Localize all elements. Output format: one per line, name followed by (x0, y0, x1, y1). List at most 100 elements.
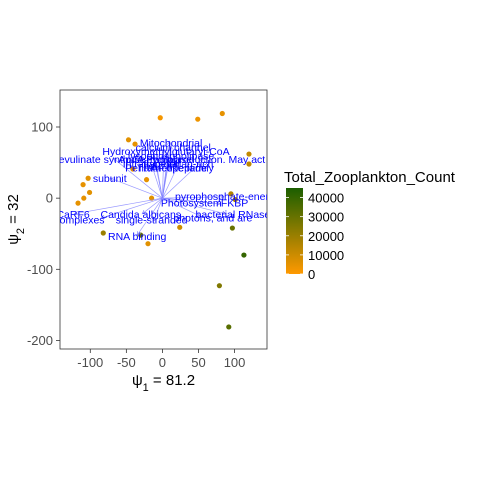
data-point (130, 166, 136, 172)
vector-label: RNA binding (108, 231, 167, 243)
legend-tick-label: 40000 (308, 191, 344, 206)
vector-arrowhead (165, 164, 170, 170)
vector-arrowhead (150, 163, 155, 169)
vector-label: aminolevulinate synthase (28, 154, 146, 166)
vector-label: Intraflagellar (123, 158, 181, 170)
vector-arrowhead (152, 216, 157, 222)
legend-tick-label: 10000 (308, 248, 344, 263)
data-point (219, 110, 225, 117)
data-point (125, 137, 132, 143)
x-tick-label: 0 (159, 355, 166, 370)
panel-border (59, 89, 268, 350)
vector-arrowhead (201, 157, 207, 162)
vector-arrowhead (174, 164, 179, 169)
data-point (232, 196, 238, 203)
data-point (157, 115, 163, 121)
vector-arrowhead (195, 212, 201, 217)
axes: -100 -50 0 50 100 -200 -100 0 100 ψ1 = 81.2 ψ2 = 3… (5, 120, 245, 395)
loading-vector (162, 197, 221, 205)
vector-arrowhead (165, 154, 170, 160)
y-tick-label: -200 (27, 333, 53, 348)
data-point (86, 189, 93, 196)
vector-arrowhead (219, 194, 225, 199)
loading-vector (162, 196, 224, 199)
vector-label: FKBP (221, 197, 248, 209)
loading-vector (110, 177, 163, 199)
data-point (143, 177, 150, 183)
vector-arrowhead (73, 211, 79, 216)
loading-vector (162, 164, 179, 199)
vector-label: Candida albicans (100, 209, 181, 221)
x-axis-title: ψ1 = 81.2 (132, 372, 195, 394)
vector-label: TRAF-like family (137, 163, 215, 175)
vector-arrowhead (100, 215, 106, 220)
vector-label: Hydroxymethylglutaryl-CoA (102, 146, 229, 158)
loading-vector (162, 149, 165, 199)
loading-vector (154, 162, 163, 199)
data-point (216, 283, 222, 289)
data-point (85, 175, 91, 181)
vector-label: pyrophosphate-energized (175, 191, 294, 203)
y-tick-label: 0 (46, 191, 53, 206)
vector-label: single-stranded (116, 215, 188, 227)
vector-label: Pentatricopeptide (125, 163, 207, 175)
data-point (75, 200, 81, 206)
vector-arrowhead (141, 210, 147, 215)
y-tick-label: -100 (27, 262, 53, 277)
vector-label: lysophospholipase (128, 150, 215, 162)
vector-arrowhead (112, 157, 118, 163)
vector-label: bacterial RNase H (196, 209, 281, 221)
data-point (145, 241, 151, 247)
vector-label: Photoproduction. May act (146, 154, 265, 166)
data-point (81, 195, 87, 201)
vector-label: tryptophan-rich (143, 158, 213, 170)
vector-arrowhead (168, 144, 173, 150)
vector-arrowhead (221, 210, 227, 216)
vector-arrowhead (167, 140, 172, 146)
vector-label: photons, and are (173, 212, 252, 224)
vector-arrowhead (153, 156, 158, 162)
data-point (228, 191, 234, 197)
vector-label: Photosystem (161, 197, 222, 209)
loading-vector (162, 197, 226, 215)
loading-vector (74, 197, 163, 215)
vector-label: calcium channel (136, 142, 211, 154)
legend-colorbar (286, 188, 303, 274)
vector-arrowhead (153, 161, 158, 167)
legend-tick-label: 0 (308, 267, 315, 282)
data-point (226, 324, 232, 330)
loading-vector (151, 164, 163, 199)
loading-vector (162, 157, 206, 199)
data-point (195, 116, 201, 122)
legend-title: Total_Zooplankton_Count (284, 169, 456, 186)
legend-tick-label: 30000 (308, 210, 344, 225)
vector-label: subunit (93, 173, 127, 185)
data-point (229, 225, 235, 231)
x-tick-label: -100 (77, 355, 103, 370)
loading-vector (162, 165, 169, 199)
loading-vector (162, 197, 201, 217)
vector-arrowhead (136, 231, 141, 236)
data-point (246, 151, 252, 157)
loading-vector (101, 197, 163, 219)
vector-label: Mitochondrial (140, 138, 202, 150)
vector-arrowhead (216, 201, 221, 206)
data-point (148, 195, 155, 201)
x-tick-label: 50 (191, 355, 205, 370)
loading-vector (136, 197, 163, 236)
data-point (132, 141, 138, 147)
data-point (80, 182, 86, 188)
data-point (100, 230, 106, 236)
vector-label: complexes (54, 215, 104, 227)
x-tick-label: -50 (117, 355, 136, 370)
y-tick-label: 100 (31, 120, 53, 135)
loading-vector (113, 158, 163, 199)
data-point (177, 224, 183, 230)
vector-label: 661 CaRF6 (36, 209, 90, 221)
vector-label: Ap4A hydrolase (118, 154, 192, 166)
x-tick-label: 100 (224, 355, 246, 370)
data-point (246, 161, 252, 167)
